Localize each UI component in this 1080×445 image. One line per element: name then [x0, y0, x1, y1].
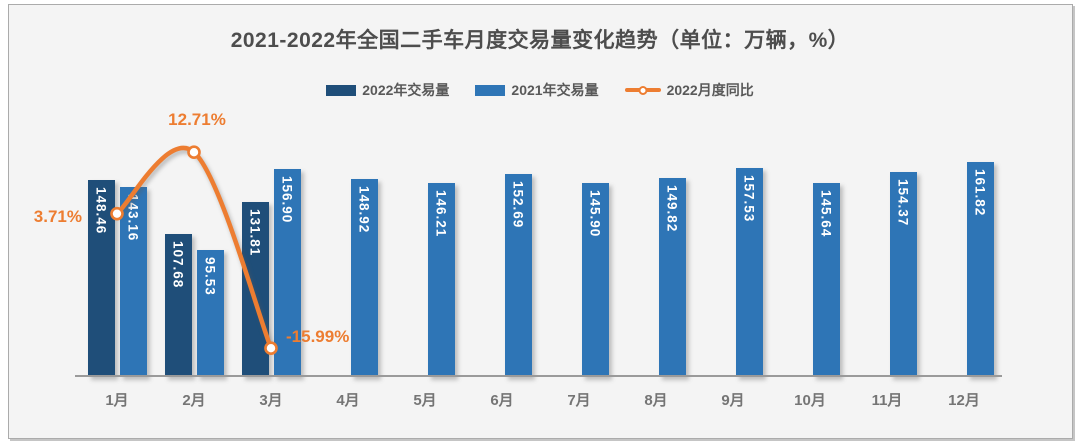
bar-2021-month-3: 156.90	[273, 168, 301, 377]
legend-item-0[interactable]: 2022年交易量	[326, 80, 449, 100]
yoy-annotation-3: -15.99%	[286, 327, 350, 347]
legend-label: 2022月度同比	[666, 82, 754, 98]
legend-label: 2021年交易量	[511, 82, 599, 98]
bar-value-label: 143.16	[125, 193, 141, 242]
bar-value-label: 145.90	[587, 190, 603, 238]
legend-swatch-icon	[326, 84, 357, 96]
bar-2021-month-9: 157.53	[735, 167, 763, 377]
bar-2021-month-8: 149.82	[658, 177, 686, 377]
bar-2021-month-1: 143.16	[119, 186, 147, 377]
legend-line-marker-icon	[624, 85, 661, 96]
bar-value-label: 146.21	[433, 189, 449, 238]
x-tick-label-7: 7月	[567, 392, 591, 409]
x-tick-label-5: 5月	[413, 392, 437, 409]
x-tick-label-3: 3月	[259, 392, 283, 409]
x-tick-label-6: 6月	[490, 392, 514, 409]
legend: 2022年交易量 2021年交易量 2022月度同比	[0, 80, 1080, 100]
x-tick-label-10: 10月	[794, 392, 826, 409]
bar-value-label: 154.37	[895, 178, 911, 227]
bar-value-label: 107.68	[170, 240, 186, 289]
x-tick-label-4: 4月	[336, 392, 360, 409]
bar-2021-month-7: 145.90	[581, 183, 609, 377]
legend-item-1[interactable]: 2021年交易量	[475, 80, 599, 100]
bar-value-label: 152.69	[510, 181, 526, 229]
yoy-annotation-2: 12.71%	[168, 110, 226, 130]
bar-value-label: 145.64	[818, 190, 834, 238]
bar-value-label: 149.82	[664, 184, 680, 233]
x-tick-label-12: 12月	[948, 392, 980, 409]
x-tick-label-8: 8月	[644, 392, 668, 409]
bar-2021-month-2: 95.53	[196, 250, 224, 377]
x-axis-line	[75, 375, 1002, 377]
bar-2021-month-12: 161.82	[966, 161, 994, 377]
bar-value-label: 156.90	[279, 175, 295, 223]
bar-value-label: 161.82	[972, 168, 988, 217]
yoy-marker-2	[187, 145, 201, 159]
bar-value-label: 148.46	[93, 186, 109, 235]
bar-value-label: 95.53	[202, 257, 218, 296]
bar-2021-month-11: 154.37	[889, 171, 917, 377]
legend-swatch-icon	[475, 84, 506, 96]
bar-value-label: 131.81	[247, 208, 263, 257]
bar-2022-month-1: 148.46	[87, 179, 115, 377]
legend-dot-icon	[638, 85, 648, 95]
bar-2022-month-3: 131.81	[241, 201, 269, 377]
yoy-annotation-1: 3.71%	[33, 206, 82, 226]
chart-title: 2021-2022年全国二手车月度交易量变化趋势（单位：万辆，%）	[230, 29, 850, 52]
bar-2022-month-2: 107.68	[164, 233, 192, 377]
x-tick-label-2: 2月	[182, 392, 206, 409]
legend-item-2[interactable]: 2022月度同比	[624, 80, 754, 100]
x-tick-label-1: 1月	[105, 392, 129, 409]
bar-2021-month-10: 145.64	[812, 183, 840, 377]
legend-label: 2022年交易量	[362, 82, 450, 98]
bar-2021-month-5: 146.21	[427, 182, 455, 377]
x-tick-label-9: 9月	[721, 392, 745, 409]
x-tick-label-11: 11月	[871, 392, 903, 409]
bar-2021-month-6: 152.69	[504, 174, 532, 377]
bar-value-label: 157.53	[741, 174, 757, 222]
bar-value-label: 148.92	[356, 186, 372, 234]
bar-2021-month-4: 148.92	[350, 179, 378, 377]
